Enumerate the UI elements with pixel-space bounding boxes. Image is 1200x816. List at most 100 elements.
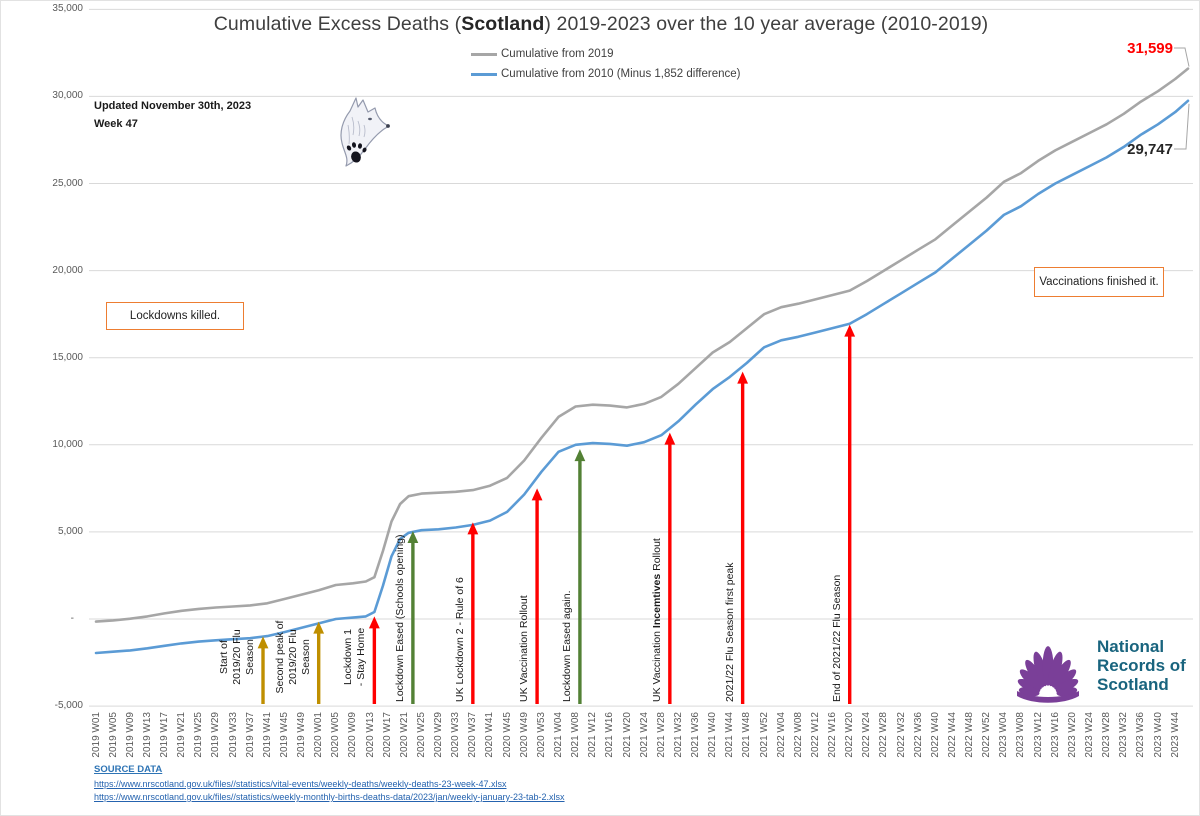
x-axis-tick-label: 2019 W49 [296, 712, 308, 758]
x-axis-tick-label: 2023 W20 [1066, 712, 1078, 758]
title-post: ) 2019-2023 over the 10 year average (20… [544, 13, 989, 35]
x-axis-tick-label: 2022 W48 [964, 712, 976, 758]
x-axis-tick-label: 2020 W17 [381, 712, 393, 758]
x-axis-tick-label: 2022 W52 [981, 712, 993, 758]
annotation-arrow-head [467, 522, 479, 535]
x-axis-tick-label: 2021 W08 [570, 712, 582, 758]
x-axis-tick-label: 2020 W49 [518, 712, 530, 758]
x-axis-tick-label: 2019 W45 [278, 712, 290, 758]
x-axis-tick-label: 2023 W24 [1084, 712, 1096, 758]
x-axis-tick-label: 2021 W36 [690, 712, 702, 758]
x-axis-tick-label: 2022 W32 [895, 712, 907, 758]
x-axis-tick-label: 2020 W25 [415, 712, 427, 758]
updated-week: Week 47 [94, 118, 138, 130]
x-axis-tick-label: 2023 W16 [1049, 712, 1061, 758]
x-axis-tick-label: 2019 W29 [210, 712, 222, 758]
x-axis-tick-label: 2019 W37 [244, 712, 256, 758]
x-axis-tick-label: 2022 W16 [827, 712, 839, 758]
source-link-weekly-deaths[interactable]: https://www.nrscotland.gov.uk/files//sta… [94, 778, 507, 789]
x-axis-tick-label: 2020 W13 [364, 712, 376, 758]
x-axis-tick-label: 2022 W40 [929, 712, 941, 758]
x-axis-tick-label: 2019 W13 [141, 712, 153, 758]
x-axis-tick-label: 2020 W53 [535, 712, 547, 758]
nrs-logo-petal [1054, 669, 1077, 690]
x-axis-tick-label: 2019 W21 [176, 712, 188, 758]
nrs-logo-petal [1017, 678, 1041, 693]
x-axis-tick-label: 2022 W08 [792, 712, 804, 758]
legend-item-cumulative-2019: Cumulative from 2019 [471, 44, 741, 64]
y-axis-tick-label: 35,000 [52, 3, 83, 15]
updated-date: Updated November 30th, 2023 [94, 100, 252, 112]
x-axis-tick-label: 2023 W36 [1135, 712, 1147, 758]
x-axis-tick-label: 2019 W25 [193, 712, 205, 758]
x-axis-tick-label: 2023 W40 [1152, 712, 1164, 758]
annotation-arrow-head [664, 432, 676, 445]
annotation-label: Lockdown 1- Stay Home [342, 627, 368, 687]
x-axis-tick-label: 2022 W20 [844, 712, 856, 758]
x-axis-tick-label: 2019 W33 [227, 712, 239, 758]
x-axis-tick-label: 2020 W09 [347, 712, 359, 758]
x-axis-tick-label: 2022 W12 [809, 712, 821, 758]
legend-item-cumulative-2010: Cumulative from 2010 (Minus 1,852 differ… [471, 64, 741, 84]
x-axis-tick-label: 2021 W12 [587, 712, 599, 758]
legend-label: Cumulative from 2010 (Minus 1,852 differ… [501, 68, 741, 80]
x-axis-tick-label: 2022 W36 [912, 712, 924, 758]
annotation-arrow-head [531, 488, 543, 501]
x-axis-tick-label: 2021 W52 [758, 712, 770, 758]
annotation-label: Second peak of 2019/20 Flu Season [273, 620, 312, 694]
nrs-logo-fan [1017, 646, 1079, 703]
nrs-logo-petal [1025, 659, 1045, 688]
legend-swatch-gray-line [471, 52, 497, 56]
series-line-cumulative-from-2010 [94, 99, 1190, 655]
annotation-label: UK Vaccination Rollout [518, 595, 531, 702]
wolf-eye [368, 117, 372, 121]
x-axis-tick-label: 2021 W28 [655, 712, 667, 758]
nrs-logo-line: Records of [1097, 656, 1186, 675]
annotation-arrow-head [407, 531, 419, 544]
source-data-heading: SOURCE DATA [94, 764, 163, 775]
nrs-logo-line: Scotland [1097, 675, 1169, 694]
callout-text: Lockdowns killed. [129, 310, 221, 322]
x-axis-tick-label: 2020 W37 [467, 712, 479, 758]
y-axis-tick-label: 30,000 [52, 90, 83, 102]
annotation-label: End of 2021/22 Flu Season [830, 574, 843, 702]
x-axis-tick-label: 2021 W32 [672, 712, 684, 758]
legend-label: Cumulative from 2019 [501, 48, 614, 60]
nrs-logo-petal [1048, 651, 1063, 687]
x-axis-tick-label: 2020 W29 [433, 712, 445, 758]
x-axis-tick-label: 2023 W12 [1032, 712, 1044, 758]
callout-lockdowns-killed: Lockdowns killed. [106, 302, 244, 330]
wolf-fur-strokes [347, 116, 366, 145]
source-link-weekly-monthly-births-deaths[interactable]: https://www.nrscotland.gov.uk/files//sta… [94, 792, 565, 802]
x-axis-tick-label: 2019 W41 [261, 712, 273, 758]
callout-text: Vaccinations finished it. [1039, 276, 1159, 288]
end-value-label-blue-series: 29,747 [1127, 141, 1173, 158]
x-axis-tick-label: 2020 W33 [450, 712, 462, 758]
x-axis-tick-label: 2019 W17 [159, 712, 171, 758]
x-axis-tick-label: 2021 W20 [621, 712, 633, 758]
x-axis-tick-label: 2019 W09 [124, 712, 136, 758]
legend-swatch-blue-line [471, 72, 497, 76]
y-axis-tick-label: 15,000 [52, 351, 83, 363]
annotation-label: Lockdown Eased again. [560, 590, 573, 703]
x-axis-tick-label: 2021 W04 [552, 712, 564, 758]
x-axis-tick-label: 2019 W01 [90, 712, 102, 758]
x-axis-tick-label: 2020 W05 [330, 712, 342, 758]
annotation-arrow-head [368, 616, 380, 629]
y-axis-tick-label: -5,000 [54, 700, 83, 712]
nrs-logo-petal [1051, 659, 1071, 688]
y-axis-tick-label: 5,000 [57, 525, 83, 537]
y-axis-tick-label: - [70, 613, 74, 624]
updated-note: Updated November 30th, 2023 Week 47 [94, 97, 251, 133]
x-axis-tick-label: 2022 W04 [775, 712, 787, 758]
x-axis-tick-label: 2023 W28 [1101, 712, 1113, 758]
title-bold-scotland: Scotland [461, 13, 545, 35]
wolf-sketch-image [340, 97, 390, 167]
annotation-arrow-head [737, 371, 749, 384]
annotation-arrow-head [574, 449, 586, 462]
x-axis-tick-label: 2020 W41 [484, 712, 496, 758]
title-pre: Cumulative Excess Deaths ( [213, 13, 462, 35]
nrs-logo-book [1017, 691, 1079, 703]
